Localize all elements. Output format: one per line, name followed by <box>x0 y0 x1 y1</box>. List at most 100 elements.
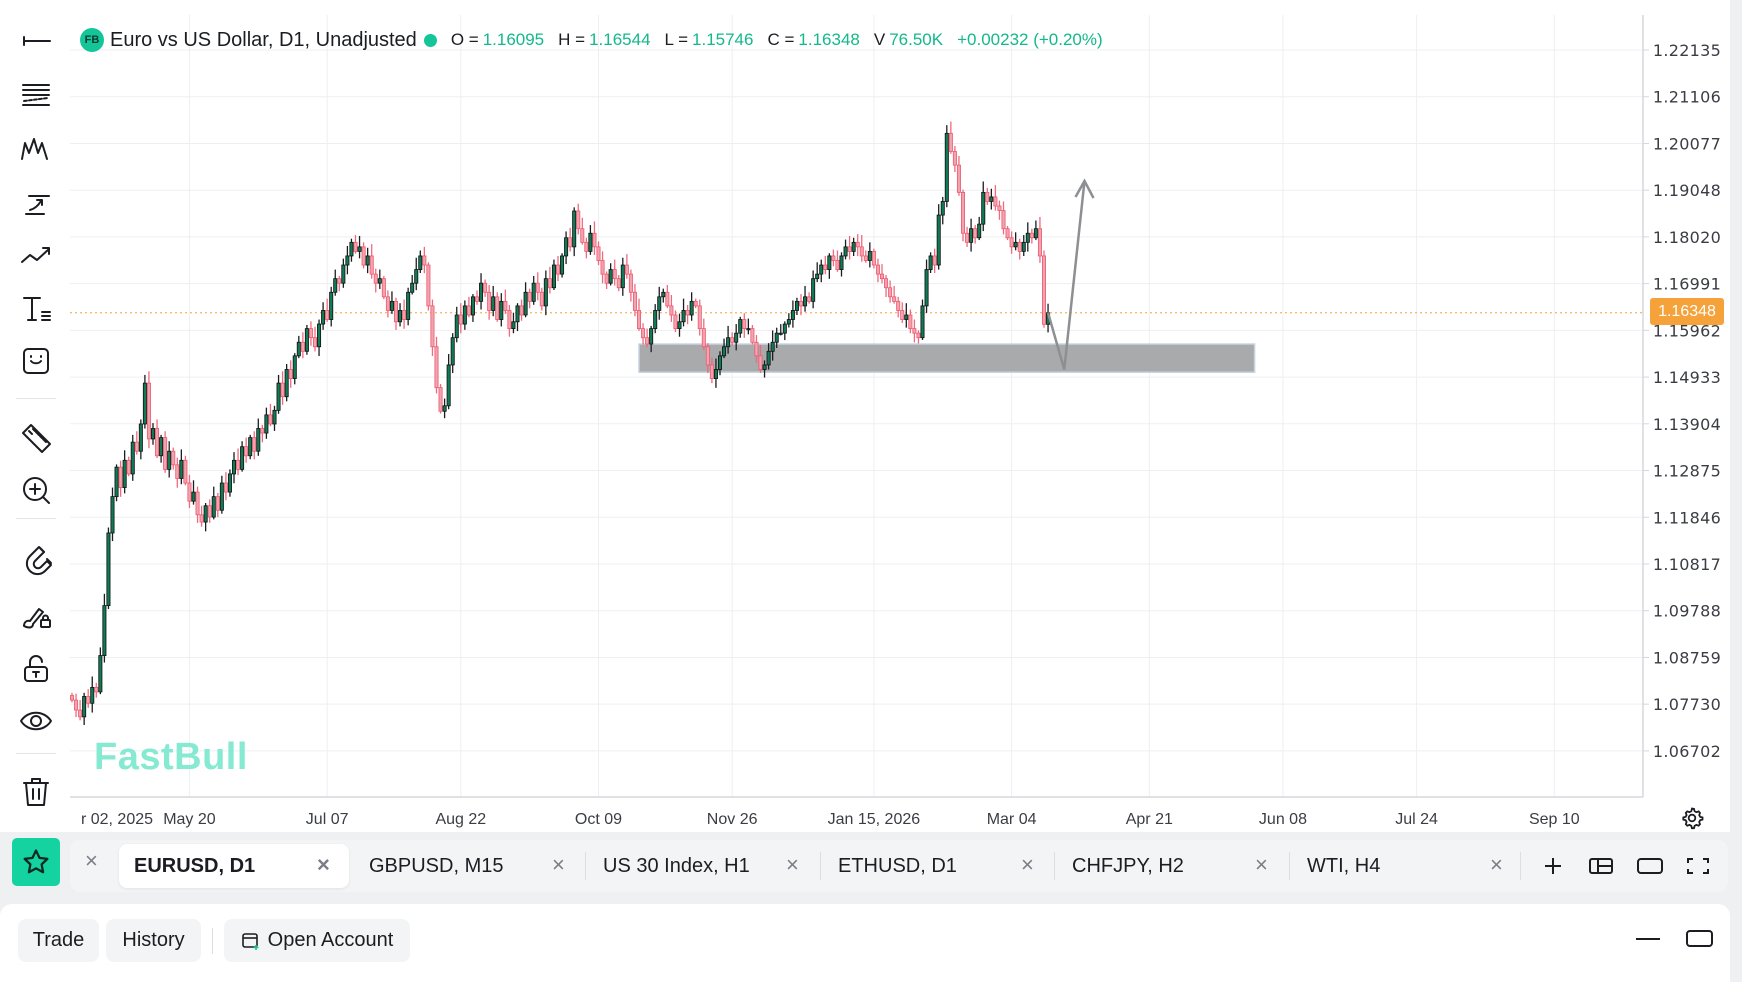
candle-body <box>641 328 646 339</box>
candle-body <box>624 264 629 275</box>
bullish-candle <box>782 321 787 341</box>
tab-gbpusd-m15[interactable]: GBPUSD, M15 × <box>354 844 584 888</box>
candle-body <box>454 314 459 339</box>
candle-body <box>341 264 346 284</box>
bearish-candle <box>78 700 83 721</box>
price-chart[interactable]: 1.22135 1.21106 1.20077 1.19048 1.18020 1.169… <box>0 0 1730 832</box>
bearish-candle <box>236 448 241 476</box>
candle-body <box>138 423 143 452</box>
split-layout-icon[interactable] <box>1586 852 1616 880</box>
tab-ethusd-d1[interactable]: ETHUSD, D1 × <box>823 844 1053 888</box>
trade-button[interactable]: Trade <box>18 919 99 962</box>
horizontal-line-icon[interactable] <box>14 23 58 59</box>
candle-body <box>90 686 95 704</box>
pattern-icon[interactable] <box>14 129 58 165</box>
bearish-candle <box>466 296 471 318</box>
bearish-candle <box>495 292 500 322</box>
bearish-candle <box>458 303 463 334</box>
close-tab-icon[interactable]: × <box>1021 852 1034 877</box>
trend-arrow-icon[interactable] <box>14 183 58 219</box>
bullish-candle <box>981 181 986 232</box>
bullish-candle <box>936 204 941 270</box>
add-tab-plus-icon[interactable] <box>1538 852 1568 880</box>
minimize-panel-icon[interactable] <box>1636 938 1660 940</box>
candle-body <box>82 696 87 718</box>
fib-retracement-icon[interactable] <box>14 76 58 112</box>
candle-body <box>604 273 609 284</box>
maximize-panel-icon[interactable] <box>1686 930 1713 947</box>
trendline-icon[interactable] <box>14 236 58 272</box>
lock-drawings-icon[interactable] <box>14 596 58 632</box>
magnet-icon[interactable] <box>14 543 58 579</box>
close-tab-icon[interactable]: × <box>317 852 330 877</box>
bullish-candle <box>191 480 196 505</box>
bullish-candle <box>114 464 119 502</box>
chart-settings-gear-icon[interactable] <box>1680 806 1704 830</box>
candle-body <box>446 364 451 407</box>
bullish-candle <box>1021 235 1026 257</box>
favorites-button[interactable] <box>12 838 60 886</box>
close-tab-left-icon[interactable]: × <box>85 848 98 873</box>
close-tab-icon[interactable]: × <box>1490 852 1503 877</box>
candle-body <box>936 214 941 266</box>
open-account-button[interactable]: Open Account <box>224 919 410 962</box>
bullish-candle <box>102 593 107 663</box>
candle-body <box>1021 241 1026 252</box>
bullish-candle <box>414 257 419 291</box>
candle-body <box>195 491 200 516</box>
bearish-candle <box>207 499 212 523</box>
bearish-candle <box>268 403 273 427</box>
bearish-candle <box>187 474 192 509</box>
y-tick-label: 1.16991 <box>1653 275 1721 294</box>
bearish-candle <box>612 259 617 286</box>
candle-body <box>726 337 731 348</box>
bearish-candle <box>616 275 621 292</box>
close-tab-icon[interactable]: × <box>552 852 565 877</box>
bullish-candle <box>1033 220 1038 241</box>
unlock-icon[interactable] <box>14 650 58 686</box>
fullscreen-icon[interactable] <box>1683 852 1713 880</box>
trash-icon[interactable] <box>14 773 58 809</box>
text-tool-icon[interactable] <box>14 290 58 326</box>
zoom-in-icon[interactable] <box>14 472 58 508</box>
tab-label: CHFJPY, H2 <box>1072 854 1184 877</box>
emoji-icon[interactable] <box>14 343 58 379</box>
candle-body <box>665 291 670 307</box>
bearish-candle <box>1005 225 1010 241</box>
close-tab-icon[interactable]: × <box>1255 852 1268 877</box>
eye-icon[interactable] <box>14 703 58 739</box>
x-tick-label: Apr 21 <box>1126 811 1173 828</box>
bullish-candle <box>142 374 147 429</box>
close-tab-icon[interactable]: × <box>786 852 799 877</box>
bullish-candle <box>726 325 731 354</box>
tab-wti-h4[interactable]: WTI, H4 × <box>1292 844 1522 888</box>
bullish-candle <box>551 259 556 291</box>
bullish-candle <box>924 259 929 313</box>
candle-body <box>847 246 852 252</box>
bullish-candle <box>227 469 232 497</box>
y-tick-label: 1.21106 <box>1653 88 1721 107</box>
candle-body <box>697 305 702 330</box>
candle-body <box>920 305 925 339</box>
single-layout-icon[interactable] <box>1635 852 1665 880</box>
candle-body <box>584 241 589 252</box>
history-button[interactable]: History <box>106 919 201 962</box>
tab-label: ETHUSD, D1 <box>838 854 957 877</box>
candle-body <box>240 446 245 470</box>
projection-arrow-path <box>1046 180 1086 370</box>
candle-body <box>685 310 690 316</box>
bearish-candle <box>175 457 180 488</box>
symbol-title[interactable]: Euro vs US Dollar, D1, Unadjusted <box>110 28 417 51</box>
tab-eurusd-d1[interactable]: EURUSD, D1 × <box>119 844 349 888</box>
candle-body <box>940 201 945 216</box>
tab-us-30-index-h1[interactable]: US 30 Index, H1 × <box>588 844 818 888</box>
candle-body <box>677 321 682 330</box>
candle-body <box>507 310 512 330</box>
candle-body <box>163 437 168 470</box>
ruler-icon[interactable] <box>14 420 58 456</box>
tab-chfjpy-h2[interactable]: CHFJPY, H2 × <box>1057 844 1287 888</box>
bearish-candle <box>519 299 524 321</box>
tab-label: US 30 Index, H1 <box>603 854 750 877</box>
bearish-candle <box>86 689 91 708</box>
bullish-candle <box>746 318 751 335</box>
